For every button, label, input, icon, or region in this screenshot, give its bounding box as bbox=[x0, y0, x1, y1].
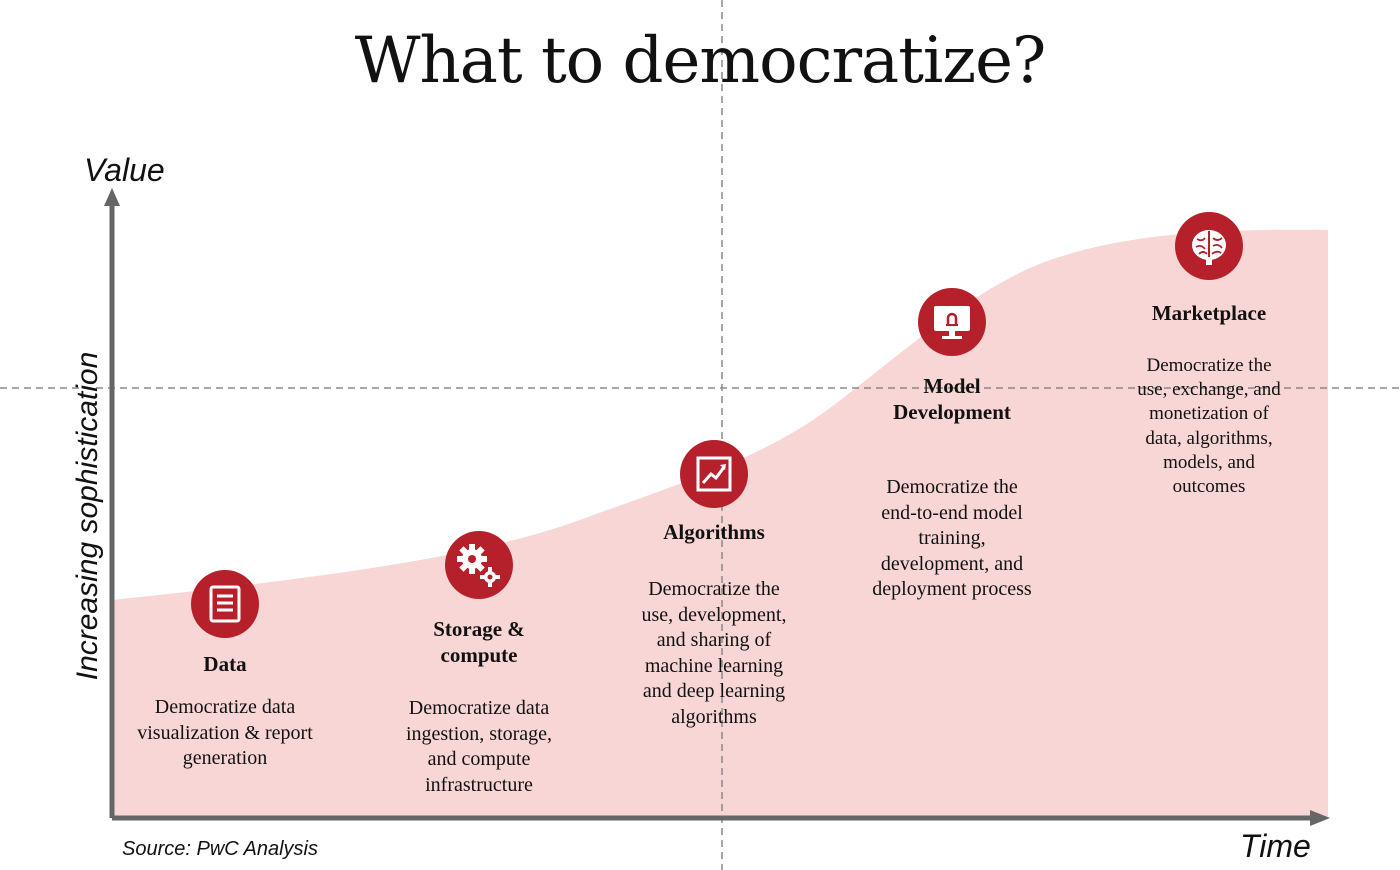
stage-title-algorithms: Algorithms bbox=[663, 520, 765, 544]
stage-title-data: Data bbox=[203, 652, 247, 676]
stage-description-algorithms: Democratize the use, development, and shar… bbox=[641, 578, 787, 728]
monitor-icon bbox=[918, 288, 986, 356]
stage-description-storage: Democratize data ingestion, storage, and c… bbox=[405, 697, 553, 796]
brain-icon bbox=[1175, 212, 1243, 280]
document-icon bbox=[191, 570, 259, 638]
y-axis-arrow bbox=[104, 188, 120, 206]
stage-title-storage: Storage & compute bbox=[433, 617, 525, 667]
trend-chart-icon bbox=[680, 440, 748, 508]
stage-title-model-development: Model Development bbox=[893, 374, 1011, 424]
x-axis-arrow bbox=[1310, 810, 1330, 826]
value-curve-area bbox=[112, 229, 1328, 818]
stage-description-marketplace: Democratize the use, exchange, and monetiz… bbox=[1137, 355, 1281, 498]
page-title: What to democratize? bbox=[354, 24, 1047, 98]
stage-title-marketplace: Marketplace bbox=[1151, 301, 1267, 325]
y-axis-side-label: Increasing sophistication bbox=[71, 351, 104, 681]
gears-icon bbox=[445, 531, 513, 599]
stage-description-data: Democratize data visualization & report ge… bbox=[137, 696, 313, 769]
source-note: Source: PwC Analysis bbox=[122, 838, 318, 860]
x-axis-label: Time bbox=[1240, 828, 1311, 864]
stage-description-model-development: Democratize the end-to-end model training,… bbox=[872, 476, 1032, 600]
y-axis-label: Value bbox=[84, 152, 165, 188]
